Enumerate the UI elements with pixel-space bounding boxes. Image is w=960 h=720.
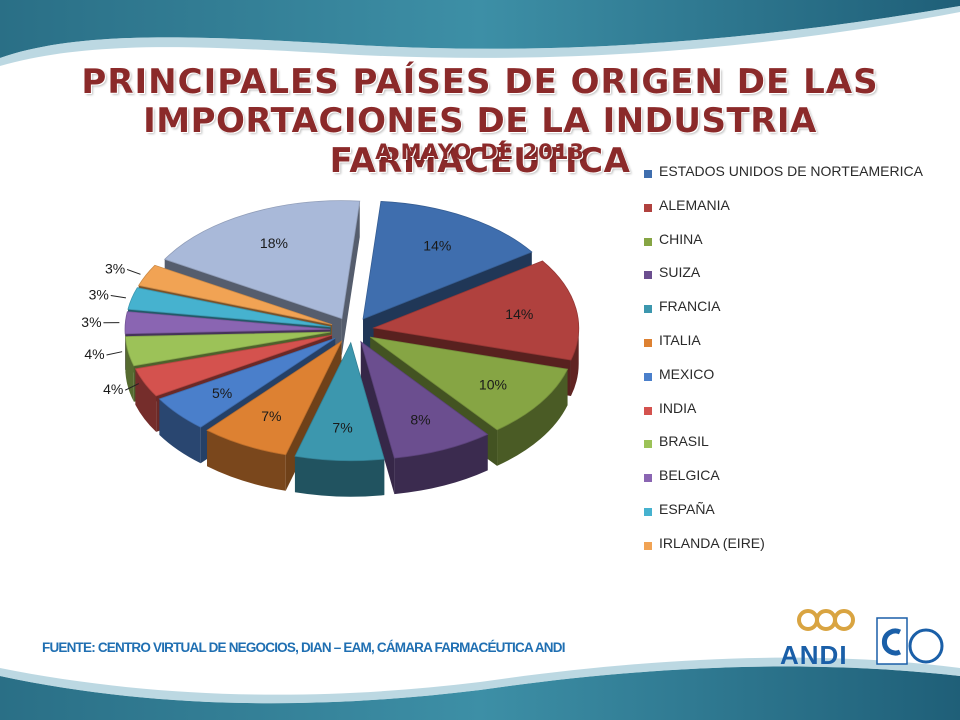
- pie-value-label: 8%: [410, 411, 430, 427]
- legend-item: ESPAÑA: [640, 500, 950, 534]
- legend-label: BELGICA: [659, 467, 720, 484]
- pie-value-label: 3%: [105, 260, 125, 276]
- pie-value-label: 7%: [332, 420, 352, 436]
- pie-value-label: 5%: [212, 385, 232, 401]
- pie-slice-francia: [294, 341, 385, 462]
- chart-legend: ESTADOS UNIDOS DE NORTEAMERICA ALEMANIA CH…: [640, 162, 950, 568]
- legend-swatch: [644, 338, 652, 347]
- pie-slice-suiza: [360, 340, 489, 459]
- pie-slice-brasil: [125, 331, 331, 367]
- pie-slice-rim: [159, 398, 201, 464]
- pie-slice-otros: [163, 200, 361, 320]
- pie-slice-alemania: [372, 260, 580, 361]
- legend-swatch: [644, 305, 652, 314]
- legend-label: ESPAÑA: [659, 500, 715, 517]
- logo-area: ANDI: [780, 600, 950, 680]
- pie-slice-rim: [497, 369, 568, 466]
- chart-subtitle: A MAYO DE 2013: [375, 140, 585, 164]
- legend-item: INDIA: [640, 399, 950, 433]
- pie-slice-irlanda-eire-: [138, 264, 333, 326]
- legend-label: BRASIL: [659, 433, 709, 450]
- pie-slice-rim: [125, 336, 134, 402]
- pie-slice-italia: [206, 340, 343, 456]
- chart-title-line-2: IMPORTACIONES DE LA INDUSTRIA FARMACÉUTI…: [143, 101, 817, 181]
- pie-slice-radial-face: [135, 335, 332, 405]
- legend-swatch: [644, 541, 652, 550]
- legend-label: CHINA: [659, 230, 703, 247]
- pie-slice-rim: [394, 434, 488, 495]
- legend-label: ITALIA: [659, 331, 701, 348]
- legend-item: CHINA: [640, 230, 950, 264]
- legend-swatch: [644, 237, 652, 246]
- pie-value-label: 14%: [423, 238, 451, 254]
- legend-swatch: [644, 170, 652, 178]
- pie-value-label: 14%: [505, 306, 533, 322]
- pie-value-label: 18%: [260, 235, 288, 251]
- andi-logo-text: ANDI: [780, 640, 848, 670]
- legend-label: SUIZA: [659, 264, 701, 281]
- legend-swatch: [644, 507, 652, 516]
- legend-swatch: [644, 474, 652, 483]
- legend-item: IRLANDA (EIRE): [640, 534, 950, 568]
- pie-slice-belgica: [124, 311, 331, 335]
- andi-logo-icon: [797, 609, 944, 665]
- pie-slice-india: [134, 334, 333, 397]
- legend-swatch: [644, 440, 652, 449]
- pie-slice-rim: [207, 430, 286, 491]
- legend-item: BELGICA: [640, 466, 950, 500]
- pie-slice-radial-face: [360, 341, 395, 495]
- legend-label: MEXICO: [659, 365, 715, 382]
- legend-label: ALEMANIA: [659, 196, 730, 213]
- pie-slice-mexico: [158, 337, 336, 428]
- legend-item: MEXICO: [640, 365, 950, 399]
- legend-label: IRLANDA (EIRE): [659, 534, 765, 551]
- pie-slice-china: [370, 336, 569, 431]
- legend-item: ALEMANIA: [640, 196, 950, 230]
- legend-label: ESTADOS UNIDOS DE NORTEAMERICA: [659, 163, 923, 179]
- pie-value-label: 3%: [81, 314, 101, 330]
- pie-leader-line: [124, 383, 140, 391]
- legend-swatch: [644, 406, 652, 415]
- pie-value-label: 3%: [89, 286, 109, 302]
- legend-item: ESTADOS UNIDOS DE NORTEAMERICA: [640, 162, 950, 196]
- pie-leader-line: [110, 295, 126, 299]
- pie-leader-line: [106, 351, 123, 356]
- legend-item: BRASIL: [640, 432, 950, 466]
- legend-label: FRANCIA: [659, 298, 721, 315]
- legend-swatch: [644, 271, 652, 280]
- legend-label: INDIA: [659, 399, 697, 416]
- pie-slice-rim: [294, 456, 385, 497]
- pie-slice-rim: [135, 368, 157, 432]
- pie-slice-espa-a: [127, 287, 331, 328]
- legend-swatch: [644, 203, 652, 212]
- pie-slice-estados-unidos-de-norteamerica: [362, 201, 533, 320]
- pie-labels: 14% 14% 10% 8% 7% 7% 5% 4% 4% 3% 3% 3% 18%: [81, 235, 533, 435]
- source-note: FUENTE: CENTRO VIRTUAL DE NEGOCIOS, DIAN…: [42, 640, 565, 655]
- pie-tops: [124, 200, 580, 462]
- pie-value-label: 10%: [479, 376, 507, 392]
- pie-value-label: 4%: [84, 346, 104, 362]
- legend-item: FRANCIA: [640, 297, 950, 331]
- pie-leader-line: [126, 268, 141, 275]
- chart-title-line-1: PRINCIPALES PAÍSES DE ORIGEN DE LAS: [81, 62, 879, 102]
- legend-item: SUIZA: [640, 263, 950, 297]
- pie-value-label: 7%: [261, 408, 281, 424]
- legend-swatch: [644, 372, 652, 381]
- pie-slice-radial-face: [341, 201, 360, 355]
- legend-item: ITALIA: [640, 331, 950, 365]
- pie-value-label: 4%: [103, 381, 123, 397]
